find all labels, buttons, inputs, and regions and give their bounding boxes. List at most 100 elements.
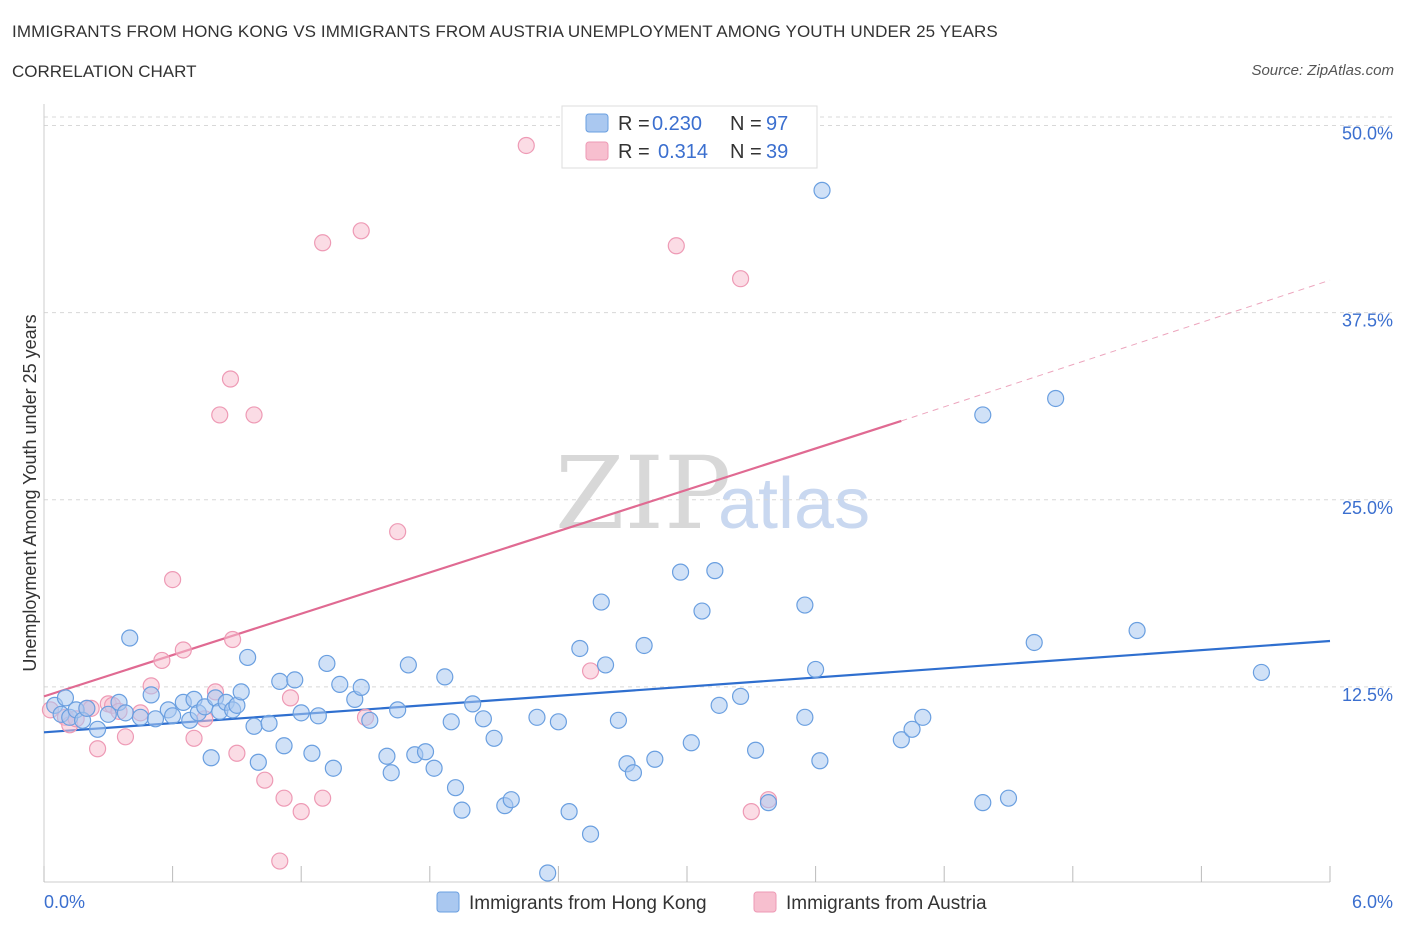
point-austria (281, 689, 300, 707)
point-hong-kong (813, 181, 831, 199)
point-hong-kong (759, 794, 778, 812)
point-austria (581, 662, 600, 680)
point-austria (88, 740, 107, 758)
legend-r-value-austria: 0.314 (658, 141, 708, 163)
point-hong-kong (146, 710, 165, 728)
point-hong-kong (974, 794, 992, 812)
point-hong-kong (131, 708, 150, 726)
point-hong-kong (202, 749, 220, 767)
y-tick-label: 25.0% (1342, 498, 1393, 518)
point-hong-kong (571, 639, 589, 658)
point-austria (742, 803, 760, 821)
point-hong-kong (710, 696, 728, 714)
series-legend-label-austria: Immigrants from Austria (786, 893, 987, 914)
point-hong-kong (416, 743, 435, 761)
legend-n-label-hong-kong: N = (730, 113, 762, 135)
point-hong-kong (271, 672, 289, 691)
trend-line-hong-kong (43, 639, 1331, 734)
trend-line-austria (43, 419, 902, 698)
point-hong-kong (796, 596, 814, 614)
point-hong-kong (796, 708, 814, 726)
point-hong-kong (331, 675, 349, 693)
point-hong-kong (56, 689, 75, 707)
legend-n-value-hong-kong: 97 (766, 113, 788, 135)
y-tick-label: 50.0% (1342, 124, 1393, 144)
point-hong-kong (309, 707, 327, 725)
y-axis-label: Unemployment Among Youth under 25 years (20, 314, 40, 671)
point-hong-kong (352, 678, 370, 696)
point-hong-kong (806, 660, 825, 679)
point-hong-kong (382, 764, 400, 782)
point-hong-kong (974, 406, 992, 424)
legend-r-label-austria: R = (618, 141, 650, 163)
point-hong-kong (635, 636, 653, 655)
point-hong-kong (389, 701, 407, 719)
legend-swatch-hong-kong (585, 113, 609, 133)
point-hong-kong (474, 710, 492, 728)
point-hong-kong (464, 695, 482, 713)
point-hong-kong (592, 593, 610, 611)
point-hong-kong (549, 713, 568, 731)
point-hong-kong (116, 704, 135, 722)
point-hong-kong (318, 654, 336, 673)
point-hong-kong (446, 779, 465, 797)
point-hong-kong (275, 737, 293, 755)
point-hong-kong (121, 629, 139, 647)
point-hong-kong (581, 825, 600, 843)
legend-n-label-austria: N = (730, 141, 762, 163)
legend-n-value-austria: 39 (766, 141, 788, 163)
point-austria (275, 789, 293, 807)
point-hong-kong (560, 803, 578, 821)
point-austria (389, 523, 407, 541)
point-austria (228, 744, 246, 762)
point-hong-kong (646, 750, 664, 768)
point-hong-kong (399, 656, 417, 674)
point-austria (517, 136, 535, 155)
correlation-legend: R = 0.230 N = 97 R = 0.314 N = 39 (561, 105, 818, 169)
point-austria (211, 406, 229, 424)
point-hong-kong (442, 713, 460, 731)
point-hong-kong (731, 687, 750, 705)
point-austria (164, 571, 182, 589)
point-hong-kong (378, 747, 396, 765)
point-hong-kong (914, 708, 932, 726)
point-austria (271, 852, 289, 870)
point-hong-kong (361, 711, 379, 729)
series-legend: Immigrants from Hong Kong Immigrants fro… (436, 891, 987, 914)
point-hong-kong (682, 734, 700, 752)
series-legend-swatch-austria (753, 891, 777, 913)
point-hong-kong (324, 759, 342, 777)
point-austria (224, 630, 242, 649)
point-hong-kong (892, 731, 910, 749)
point-austria (314, 234, 332, 252)
data-points (41, 136, 1271, 882)
point-austria (116, 728, 135, 746)
chart-subtitle: CORRELATION CHART (12, 62, 197, 81)
point-austria (352, 222, 370, 240)
x-tick-label-max: 6.0% (1352, 892, 1393, 912)
watermark-atlas: atlas (718, 464, 870, 544)
point-austria (221, 370, 240, 388)
point-hong-kong (232, 683, 250, 701)
series-legend-label-hong-kong: Immigrants from Hong Kong (469, 893, 707, 914)
point-hong-kong (78, 699, 96, 717)
series-legend-swatch-hong-kong (436, 891, 460, 913)
point-hong-kong (260, 714, 278, 732)
point-austria (185, 729, 203, 747)
point-austria (256, 771, 274, 789)
point-hong-kong (609, 711, 628, 729)
point-austria (314, 789, 332, 807)
chart-title: IMMIGRANTS FROM HONG KONG VS IMMIGRANTS … (12, 22, 998, 41)
point-hong-kong (245, 717, 263, 735)
point-hong-kong (1047, 389, 1065, 408)
watermark-zip: ZIP (555, 435, 731, 552)
point-hong-kong (485, 729, 503, 747)
y-tick-label: 37.5% (1342, 311, 1393, 331)
point-hong-kong (746, 741, 765, 759)
point-hong-kong (539, 864, 557, 882)
legend-r-value-hong-kong: 0.230 (652, 113, 702, 135)
point-hong-kong (142, 686, 160, 704)
point-austria (153, 651, 171, 670)
point-hong-kong (453, 801, 471, 819)
